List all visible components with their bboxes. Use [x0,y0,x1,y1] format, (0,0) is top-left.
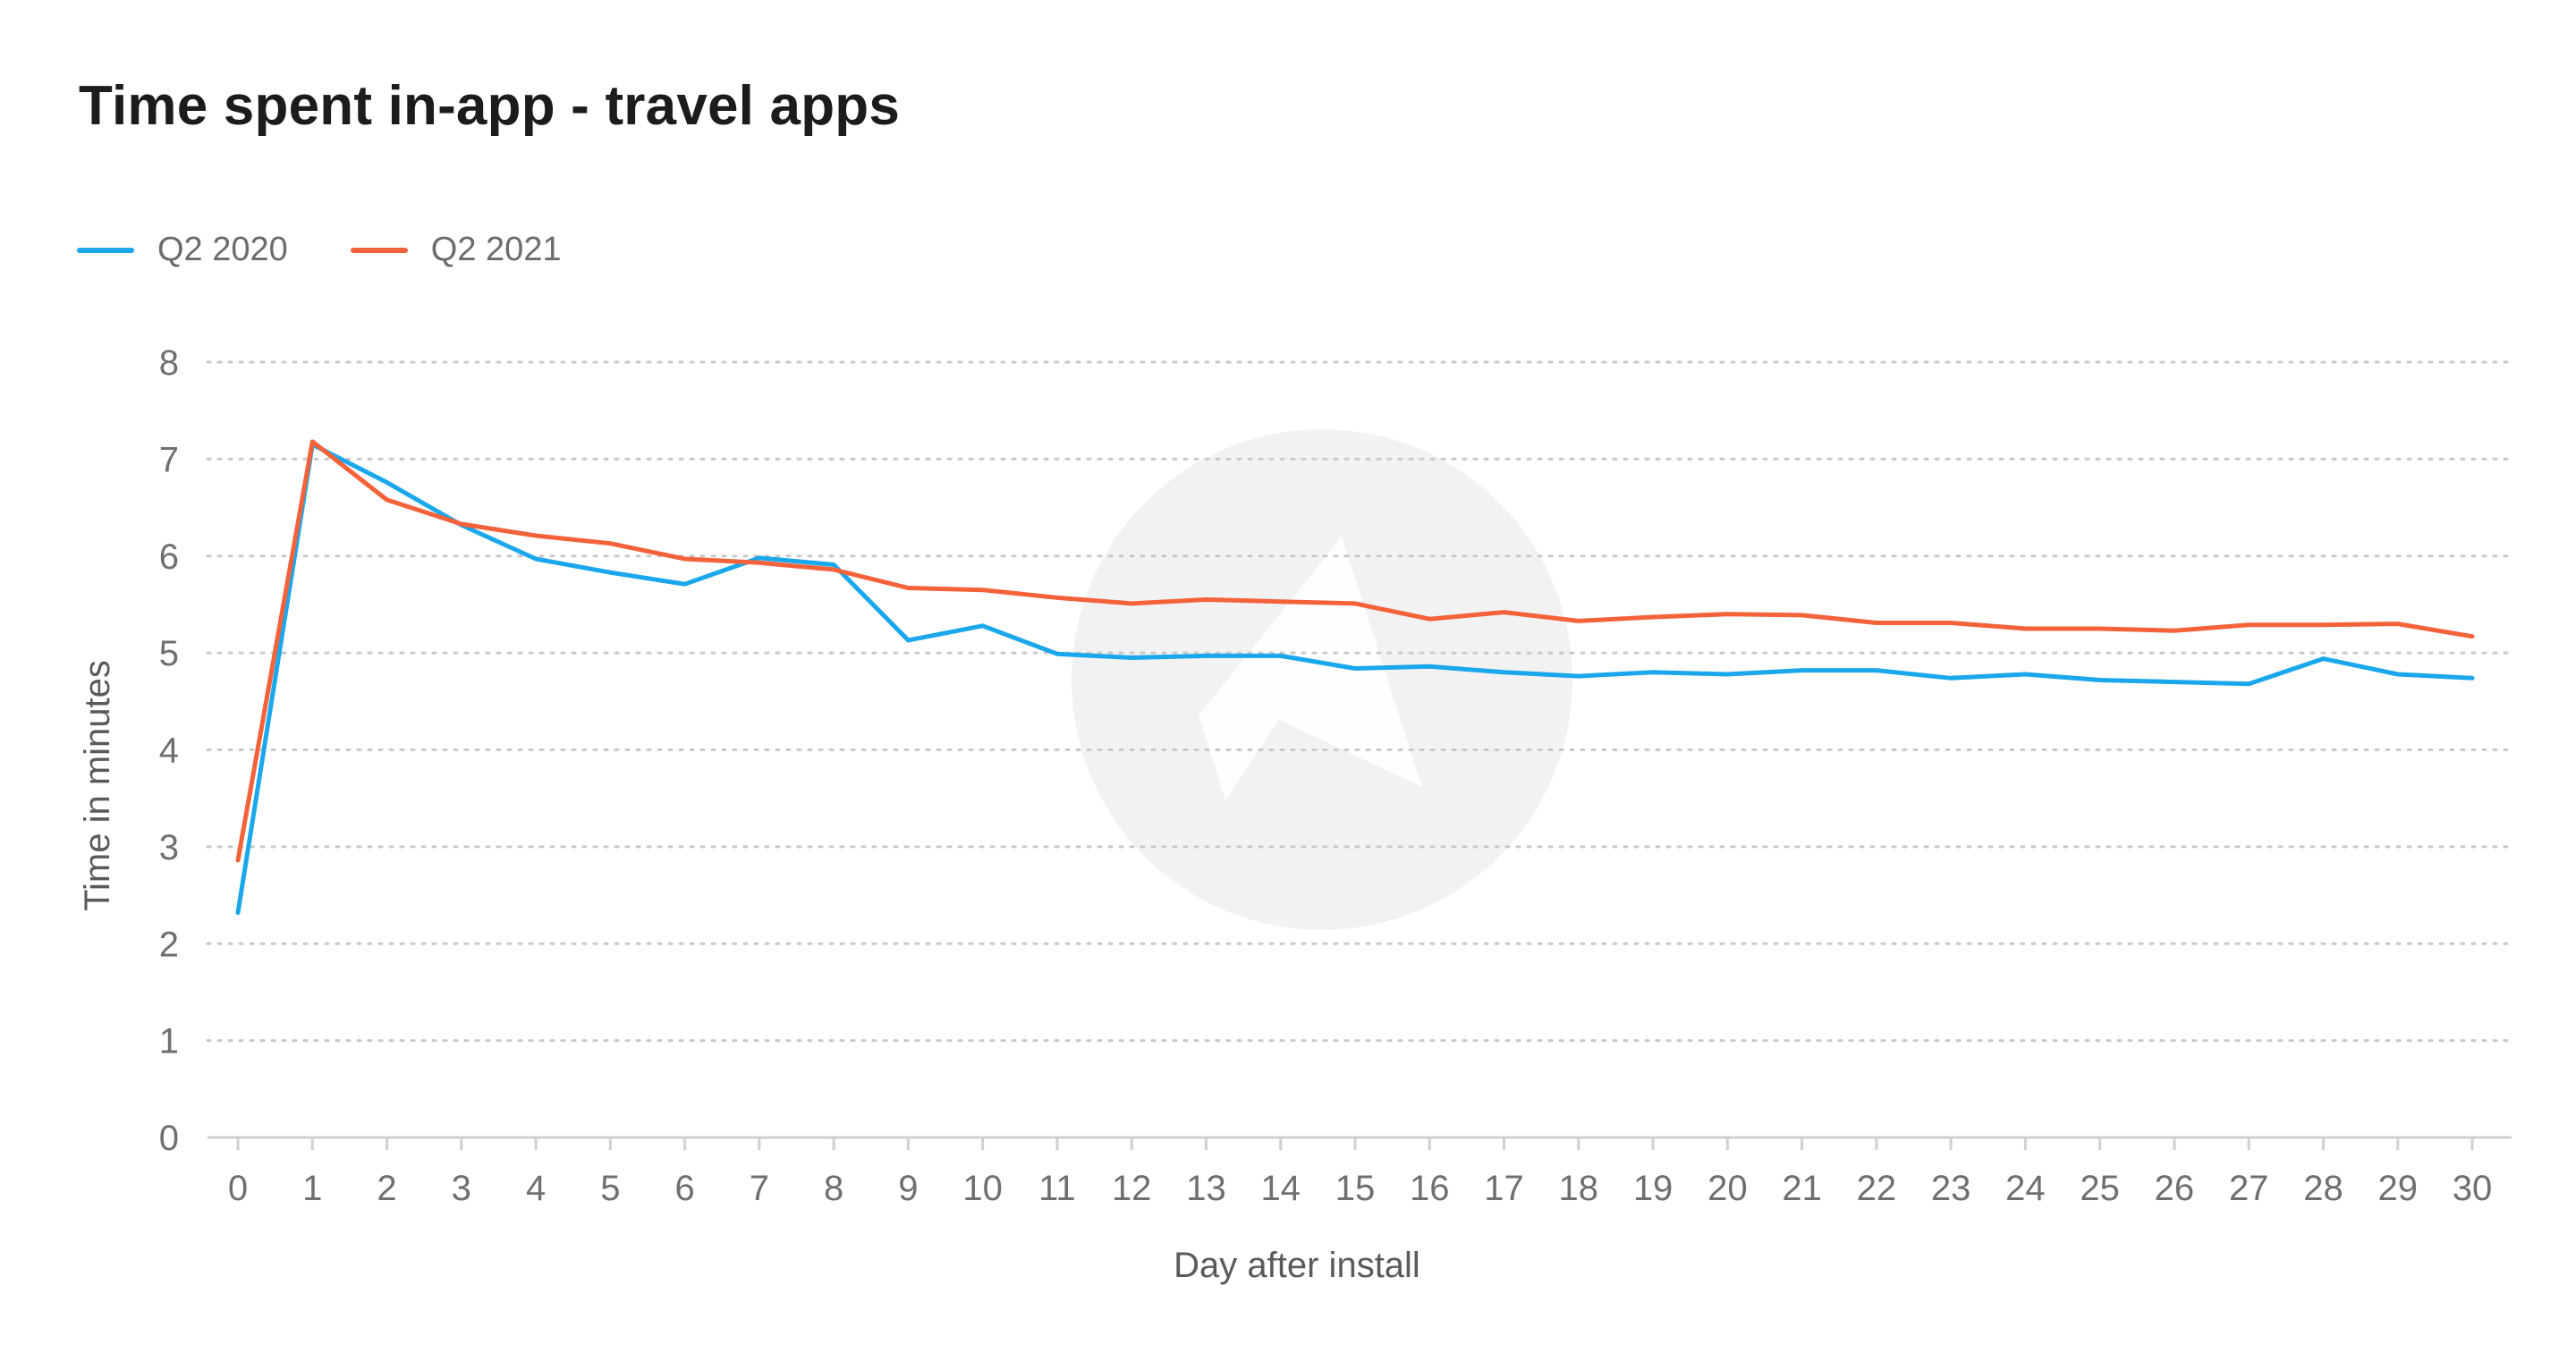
x-tick-label: 17 [1484,1169,1524,1208]
x-tick-label: 25 [2080,1169,2120,1208]
x-tick-label: 26 [2155,1169,2195,1208]
x-tick-label: 27 [2229,1169,2269,1208]
x-tick-label: 30 [2453,1169,2493,1208]
series-line-q2-2020 [235,442,2475,916]
x-tick-label: 14 [1260,1169,1301,1208]
legend-swatch-q2-2021 [350,247,408,253]
x-tick-label: 13 [1186,1169,1226,1208]
x-tick-label: 23 [1931,1169,1971,1208]
y-tick-label: 8 [159,343,179,383]
series-lines [235,439,2475,916]
y-tick-label: 1 [159,1022,179,1061]
x-tick-label: 2 [377,1169,396,1208]
x-tick-label: 4 [526,1169,546,1208]
x-tick-label: 16 [1410,1169,1450,1208]
legend-item-q2-2021[interactable]: Q2 2021 [350,231,562,269]
watermark-logo [1072,429,1572,930]
y-tick-label: 6 [159,537,179,577]
legend-item-q2-2020[interactable]: Q2 2020 [77,231,288,269]
y-tick-label: 0 [159,1119,179,1158]
chart-title: Time spent in-app - travel apps [79,75,901,137]
x-axis-title: Day after install [1174,1246,1420,1285]
x-tick-label: 19 [1633,1169,1674,1208]
x-tick-label: 5 [600,1169,620,1208]
y-tick-label: 3 [159,828,179,867]
y-tick-label: 2 [159,925,179,964]
x-tick-label: 28 [2303,1169,2343,1208]
x-tick-label: 1 [302,1169,322,1208]
x-tick-label: 29 [2377,1169,2418,1208]
x-tick-label: 0 [228,1169,248,1208]
legend-label-q2-2021: Q2 2021 [430,231,562,268]
x-tick-label: 18 [1559,1169,1599,1208]
x-tick-label: 9 [898,1169,918,1208]
x-tick-label: 20 [1707,1169,1748,1208]
x-tick-label: 3 [452,1169,471,1208]
y-tick-label: 5 [159,634,179,673]
x-tick-label: 6 [674,1169,694,1208]
y-tick-label: 4 [159,731,179,771]
x-tick-label: 12 [1112,1169,1152,1208]
x-tick-label: 10 [962,1169,1003,1208]
x-tick-label: 15 [1335,1169,1376,1208]
x-tick-label: 11 [1038,1169,1076,1208]
x-tick-label: 21 [1782,1169,1822,1208]
x-tick-label: 22 [1857,1169,1897,1208]
x-tick-label: 8 [824,1169,843,1208]
series-line-q2-2021 [235,439,2475,863]
gridlines [206,360,2513,1043]
y-tick-label: 7 [159,440,179,479]
legend-swatch-q2-2020 [77,247,134,253]
legend: Q2 2020 Q2 2021 [77,231,562,269]
x-tick-label: 7 [750,1169,769,1208]
x-tick-label: 24 [2005,1169,2046,1208]
y-axis-title: Time in minutes [78,660,117,911]
legend-label-q2-2020: Q2 2020 [157,231,288,268]
